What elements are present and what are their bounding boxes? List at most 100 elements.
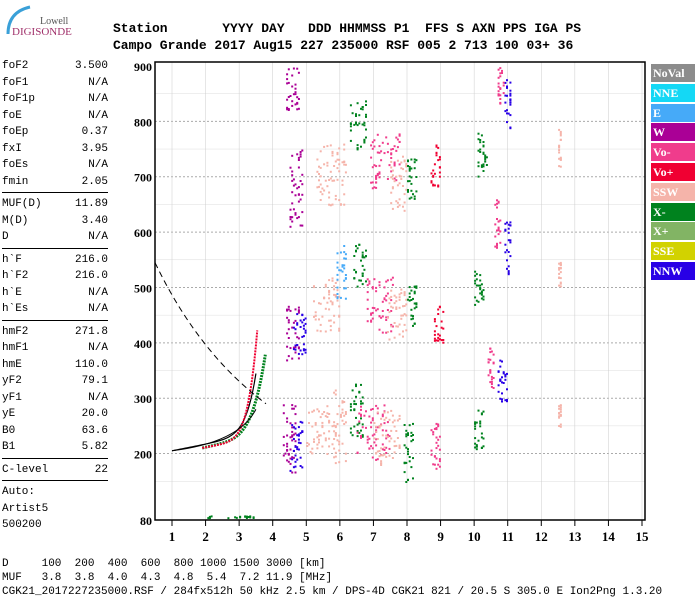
echo-point [487,358,490,361]
echo-point [509,114,512,117]
echo-point [294,87,297,90]
echo-point [326,164,329,167]
echo-point [390,305,393,308]
echo-point [252,517,255,519]
echo-point [378,315,381,318]
echo-point [388,418,391,421]
echo-point [371,408,374,410]
echo-point [326,185,329,188]
echo-point [412,317,414,320]
echo-point [398,182,401,185]
echo-point [328,430,331,433]
echo-point [207,517,210,520]
echo-point [496,244,498,247]
echo-point [509,224,512,227]
echo-point [356,435,359,438]
echo-point [438,338,441,341]
param-value: N/A [88,391,108,404]
echo-point [410,466,413,469]
echo-point [336,153,339,156]
echo-point [341,270,344,273]
echo-point [334,282,337,284]
echo-point [502,92,505,95]
echo-point [343,279,346,282]
echo-point [405,164,408,167]
echo-point [375,458,378,461]
echo-point [373,139,376,142]
echo-point [430,453,433,456]
echo-point [338,269,341,272]
echo-point [297,352,300,355]
echo-point [499,72,502,75]
echo-point [385,437,388,440]
echo-point [371,419,374,422]
echo-point [479,420,482,423]
echo-point [371,141,374,144]
echo-point [408,460,411,463]
echo-point [398,296,401,299]
echo-point [400,161,403,164]
echo-point [296,67,299,70]
echo-point [558,165,561,168]
echo-point [328,196,331,199]
echo-point [415,303,418,306]
echo-point [393,145,396,148]
echo-point [375,404,378,407]
echo-point [385,136,388,139]
echo-point [559,408,562,411]
echo-point [381,300,384,303]
echo-point [333,447,336,450]
echo-point [437,159,440,162]
echo-point [343,414,346,417]
echo-point [496,199,498,202]
echo-point [480,297,483,300]
echo-point [405,446,408,449]
echo-point [282,454,285,457]
echo-point [286,82,289,85]
echo-point [313,315,315,318]
echo-point [333,165,336,167]
echo-point [365,104,367,106]
echo-point [402,305,404,308]
echo-point [391,187,394,190]
echo-point [405,481,408,483]
echo-point [490,380,493,383]
echo-point [355,403,357,406]
echo-point [294,465,297,468]
echo-point [494,203,497,206]
echo-point [390,176,393,179]
echo-point [297,193,300,196]
echo-point [410,308,413,311]
echo-point [393,161,396,164]
echo-point [291,404,294,407]
echo-point [371,181,374,184]
echo-point [294,405,297,408]
divider [2,480,108,481]
echo-point [289,218,292,221]
echo-point [405,303,408,306]
echo-point [292,433,295,436]
echo-point [378,176,381,179]
echo-point [509,239,512,242]
echo-point [289,347,292,350]
echo-point [324,415,327,418]
param-name: foF1 [2,76,29,89]
echo-point [509,255,512,258]
echo-point [474,296,477,299]
echo-point [291,191,294,194]
echo-point [358,243,361,246]
echo-point [371,447,374,450]
echo-point [381,454,384,457]
echo-point [370,319,373,322]
echo-point [355,122,357,125]
echo-point [292,466,295,469]
echo-point [333,391,336,394]
echo-point [405,170,408,173]
echo-point [294,422,297,425]
echo-point [297,156,300,159]
echo-point [506,372,508,375]
echo-point [477,161,480,164]
echo-point [353,409,356,412]
echo-point [438,306,441,309]
echo-point [482,298,485,301]
